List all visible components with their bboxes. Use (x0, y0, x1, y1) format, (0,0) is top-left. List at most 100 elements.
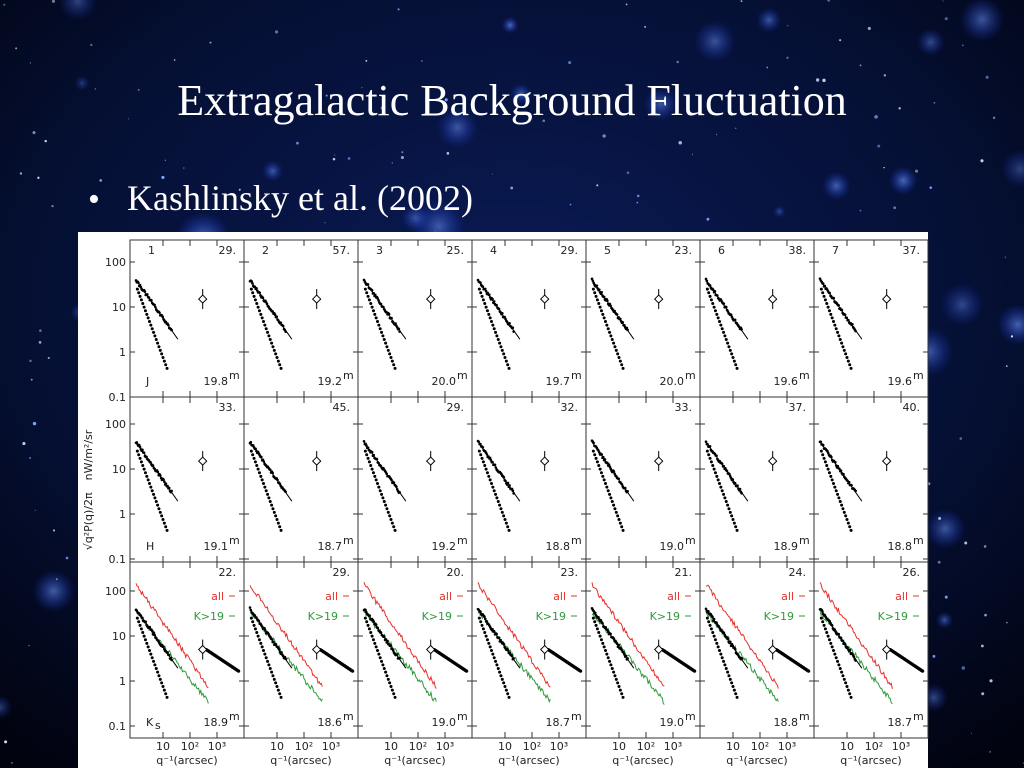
point (141, 302, 145, 306)
point (833, 652, 837, 656)
star (30, 378, 33, 381)
star (29, 359, 32, 363)
point (154, 338, 158, 342)
point (849, 695, 853, 699)
star (510, 186, 514, 190)
point (614, 510, 618, 514)
point (248, 606, 252, 609)
point (735, 366, 739, 370)
glow (916, 28, 945, 57)
point (823, 298, 827, 302)
fit-line (477, 279, 521, 340)
point (137, 620, 141, 624)
point (153, 663, 157, 667)
point (161, 685, 165, 689)
star (691, 153, 693, 155)
star (1010, 335, 1014, 338)
glow (935, 611, 954, 629)
point (491, 485, 495, 489)
legend-label: all (781, 590, 794, 603)
x-axis-label: q⁻¹(arcsec) (612, 754, 673, 767)
point (251, 620, 255, 624)
fit-line (477, 441, 521, 502)
magnitude-unit: m (229, 534, 240, 547)
point (480, 623, 484, 627)
star (164, 159, 167, 161)
point (164, 692, 168, 696)
star (401, 151, 404, 154)
point (253, 460, 257, 464)
star (980, 159, 984, 163)
star (983, 545, 987, 548)
point (152, 492, 156, 496)
star (274, 30, 279, 34)
point (605, 485, 609, 489)
point (728, 348, 732, 352)
star (992, 116, 996, 119)
x-axis-label: q⁻¹(arcsec) (384, 754, 445, 767)
fit-line (249, 279, 293, 340)
panel-value: 29. (333, 566, 351, 579)
point (594, 294, 598, 298)
point (262, 649, 265, 653)
diamond (881, 644, 892, 655)
point (148, 649, 151, 653)
point (504, 359, 508, 363)
point (716, 478, 720, 482)
point (496, 338, 500, 342)
star (491, 173, 494, 175)
point (141, 631, 145, 635)
star (137, 88, 140, 91)
point (483, 302, 487, 306)
point (392, 363, 396, 367)
point (848, 525, 852, 529)
point (618, 359, 622, 363)
fit-line (363, 608, 407, 669)
fit-line (135, 441, 179, 502)
point (621, 366, 625, 370)
y-tick-label: 100 (105, 585, 126, 598)
point (840, 341, 844, 345)
magnitude-unit: m (571, 534, 582, 547)
star (380, 106, 384, 110)
point (844, 352, 848, 356)
legend-label: K>19 (764, 610, 794, 623)
magnitude: 18.9 (774, 540, 799, 553)
point (616, 681, 620, 685)
star (937, 560, 941, 564)
point (724, 500, 728, 504)
star (32, 421, 37, 426)
point (156, 503, 160, 507)
point (829, 312, 833, 316)
point (499, 345, 503, 349)
point (612, 670, 616, 674)
point (249, 287, 253, 291)
point (484, 467, 488, 471)
point (730, 514, 734, 518)
diamond (653, 644, 664, 655)
point (267, 496, 271, 500)
point (821, 291, 825, 295)
point (598, 305, 602, 309)
point (374, 316, 378, 320)
point (158, 348, 162, 352)
star (391, 162, 393, 164)
point (150, 327, 154, 331)
point (593, 620, 597, 624)
point (266, 659, 270, 663)
panel-value: 25. (447, 244, 465, 257)
panel-value: 29. (561, 244, 579, 257)
point (381, 334, 385, 338)
point (705, 449, 709, 453)
point (484, 634, 488, 638)
y-axis-unit: nW/m²/sr (82, 429, 95, 480)
point (819, 616, 823, 620)
point (601, 641, 605, 645)
diamond (311, 294, 322, 304)
point (608, 492, 612, 496)
point (161, 518, 165, 522)
point (590, 277, 594, 281)
panel-value: 37. (903, 244, 921, 257)
point (164, 363, 168, 367)
fit-line (591, 279, 635, 340)
